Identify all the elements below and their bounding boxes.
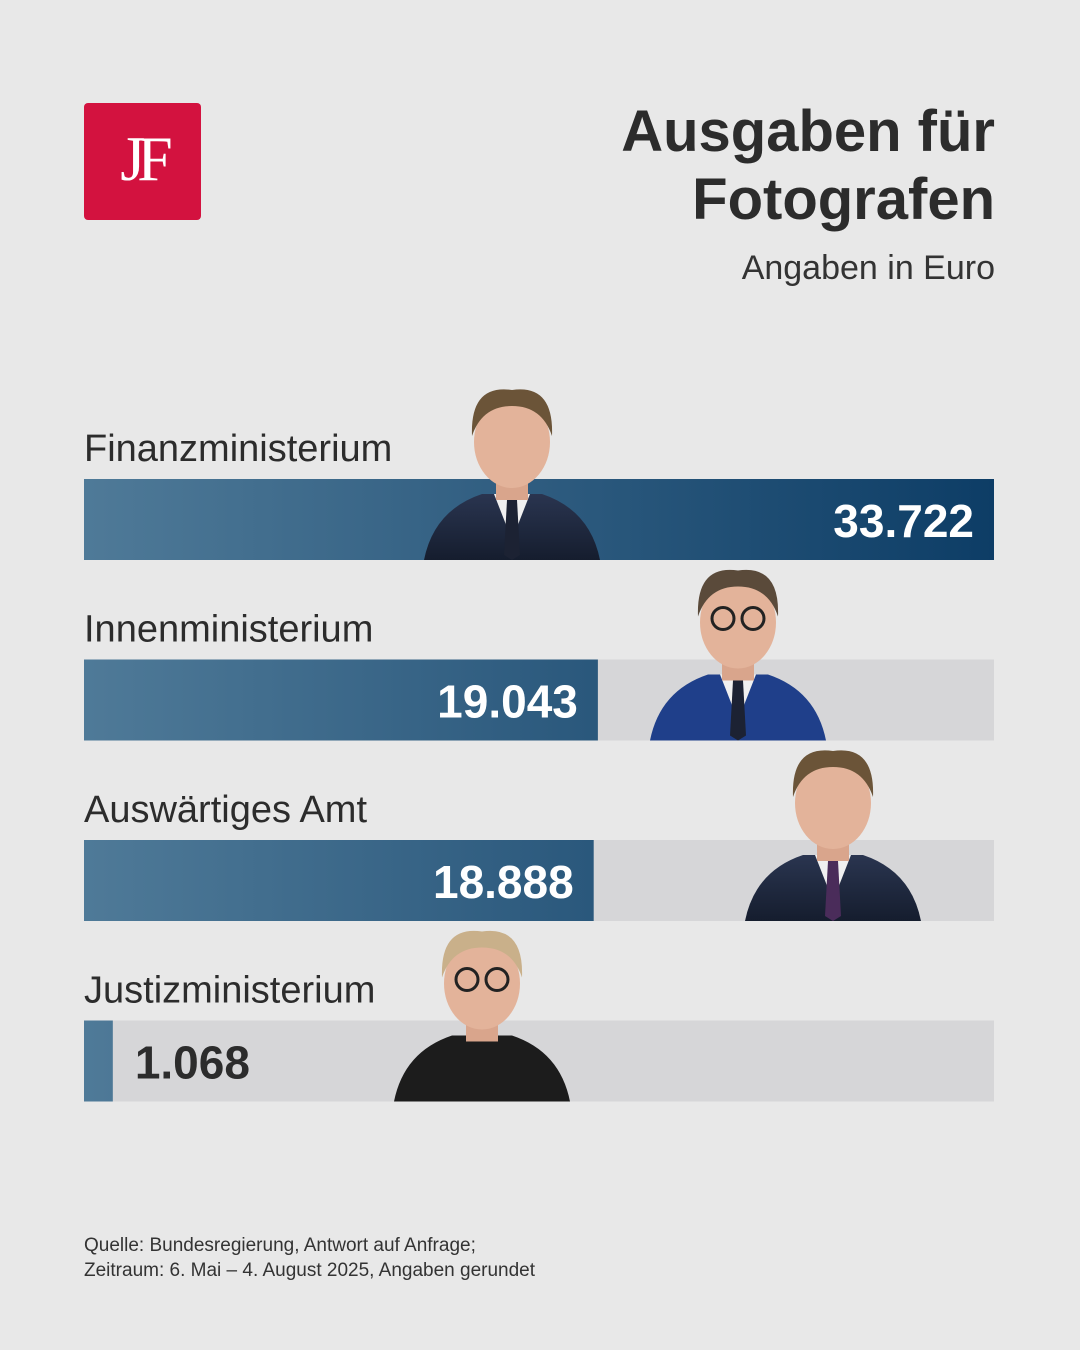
portrait-man-dark-suit-portrait [424, 389, 600, 560]
portrait-face [795, 757, 871, 849]
bar-value-label: 33.722 [833, 495, 974, 547]
portrait-hair [792, 750, 874, 797]
portrait-woman-glasses-black-blouse-portrait [394, 930, 570, 1102]
bar-value-label: 1.068 [135, 1037, 250, 1089]
bar-category-label: Auswärtiges Amt [84, 789, 367, 831]
bar [84, 1020, 113, 1102]
portrait-older-man-suit-portrait [745, 750, 921, 921]
portrait-face [474, 396, 550, 488]
portrait-tie [504, 500, 520, 560]
bar [84, 840, 594, 921]
chart-title-line-2: Fotografen [692, 167, 995, 232]
logo-text: JF [120, 123, 173, 194]
bar-category-label: Finanzministerium [84, 428, 392, 470]
portrait-hair [441, 930, 523, 978]
chart-title: Ausgaben für Fotografen [395, 98, 995, 234]
source-line-2: Zeitraum: 6. Mai – 4. August 2025, Angab… [84, 1260, 536, 1281]
portrait-glasses-right [740, 606, 766, 631]
portrait-tie [730, 680, 746, 741]
portrait-body [394, 1035, 570, 1102]
portrait-glasses-left [454, 967, 480, 992]
portrait-tie [825, 861, 841, 921]
bar-category-label: Justizministerium [84, 970, 375, 1012]
source-note: Quelle: Bundesregierung, Antwort auf Anf… [84, 1233, 784, 1283]
chart-title-line-1: Ausgaben für [621, 99, 995, 164]
logo: JF [84, 103, 201, 220]
portrait-man-glasses-blue-suit-portrait [650, 569, 826, 741]
bar-value-label: 18.888 [433, 856, 574, 908]
portrait-glasses-right [484, 967, 510, 992]
portrait-face [700, 576, 776, 669]
portrait-face [444, 937, 520, 1030]
bar-category-label: Innenministerium [84, 609, 373, 651]
portrait-hair [471, 389, 553, 436]
portrait-hair [697, 569, 779, 617]
portrait-glasses-left [710, 606, 736, 631]
bar [84, 659, 598, 741]
source-line-1: Quelle: Bundesregierung, Antwort auf Anf… [84, 1235, 476, 1256]
chart-subtitle: Angaben in Euro [741, 249, 995, 287]
bar-value-label: 19.043 [437, 676, 578, 728]
